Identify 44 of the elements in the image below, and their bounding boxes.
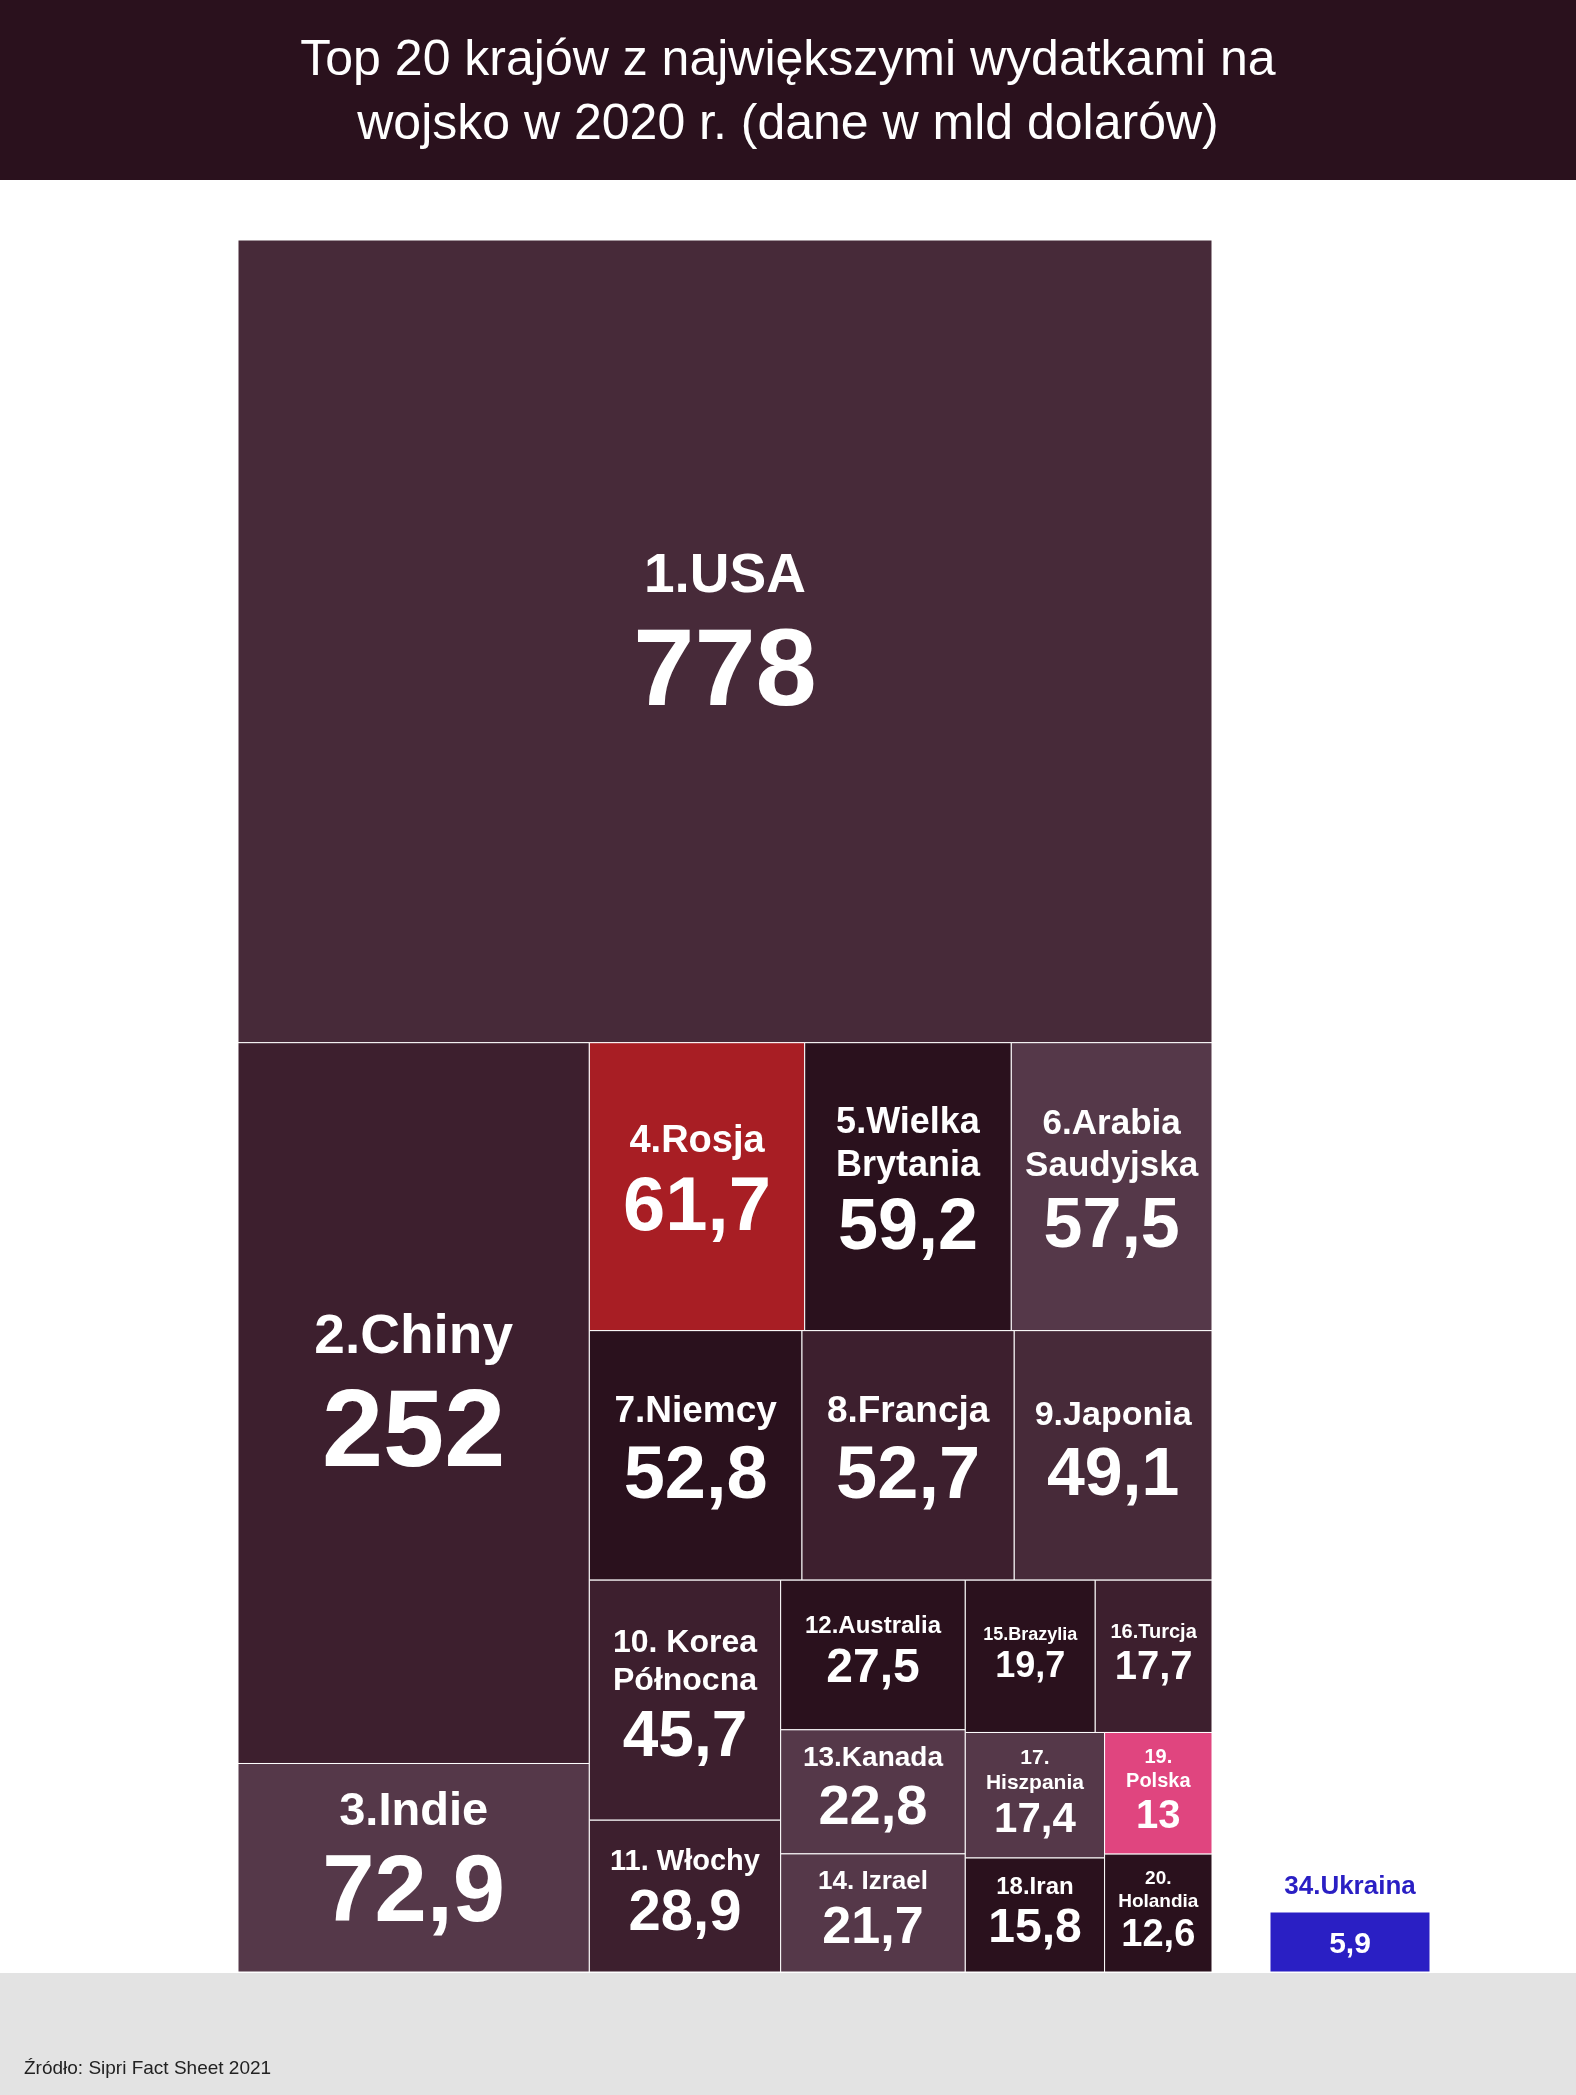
data-label: 17,7 <box>1114 1643 1193 1688</box>
category-label: 8.Francja <box>826 1388 990 1430</box>
category-label: 18.Iran <box>996 1871 1074 1899</box>
category-label: 3.Indie <box>339 1782 489 1836</box>
category-label: 15.Brazylia <box>983 1623 1079 1644</box>
data-label: 252 <box>321 1366 506 1490</box>
data-label: 57,5 <box>1043 1184 1180 1263</box>
category-label: 14. Izrael <box>818 1865 928 1896</box>
data-label: 13 <box>1136 1792 1181 1837</box>
category-label: 10. Korea Północna <box>612 1622 758 1698</box>
data-label: 61,7 <box>623 1161 771 1247</box>
category-label: 6.Arabia Saudyjska <box>1025 1102 1199 1184</box>
category-label: 1.USA <box>644 541 806 604</box>
data-label: 27,5 <box>826 1639 920 1693</box>
text: Top 20 krajów z największymi wydatkami na wojsko w 2020 r. (dane w mld dolarów) <box>0 0 1576 180</box>
data-label: 778 <box>633 604 817 728</box>
data-label: 52,7 <box>836 1430 981 1514</box>
data-label: 21,7 <box>822 1895 924 1954</box>
data-label: 72,9 <box>322 1836 506 1942</box>
category-label: 2.Chiny <box>314 1303 514 1366</box>
category-label: 5.Wielka Brytania <box>835 1099 981 1184</box>
category-label: 20. Holandia <box>1118 1867 1199 1912</box>
category-label: 7.Niemcy <box>614 1388 778 1430</box>
data-label: 49,1 <box>1046 1432 1180 1509</box>
data-label: 59,2 <box>837 1184 979 1265</box>
data-label: 45,7 <box>622 1697 748 1770</box>
data-label: 12,6 <box>1121 1912 1196 1955</box>
text: Źródło: Sipri Fact Sheet 2021 <box>24 2057 272 2079</box>
data-label: 19,7 <box>995 1643 1066 1685</box>
category-label: 34.Ukraina <box>1284 1870 1417 1900</box>
category-label: 13.Kanada <box>802 1741 944 1773</box>
data-label: 28,9 <box>628 1876 742 1942</box>
category-label: 9.Japonia <box>1034 1393 1193 1432</box>
data-label: 5,9 <box>1329 1925 1371 1959</box>
category-label: 16.Turcja <box>1110 1620 1198 1643</box>
category-label: 12.Australia <box>804 1611 942 1639</box>
data-label: 22,8 <box>818 1772 928 1836</box>
data-label: 15,8 <box>988 1899 1082 1953</box>
data-label: 17,4 <box>994 1793 1077 1841</box>
category-label: 17. Hiszpania <box>985 1744 1085 1794</box>
category-label: 4.Rosja <box>629 1118 766 1161</box>
data-label: 52,8 <box>623 1430 768 1514</box>
category-label: 19. Polska <box>1126 1745 1192 1792</box>
category-label: 11. Włochy <box>610 1843 760 1876</box>
